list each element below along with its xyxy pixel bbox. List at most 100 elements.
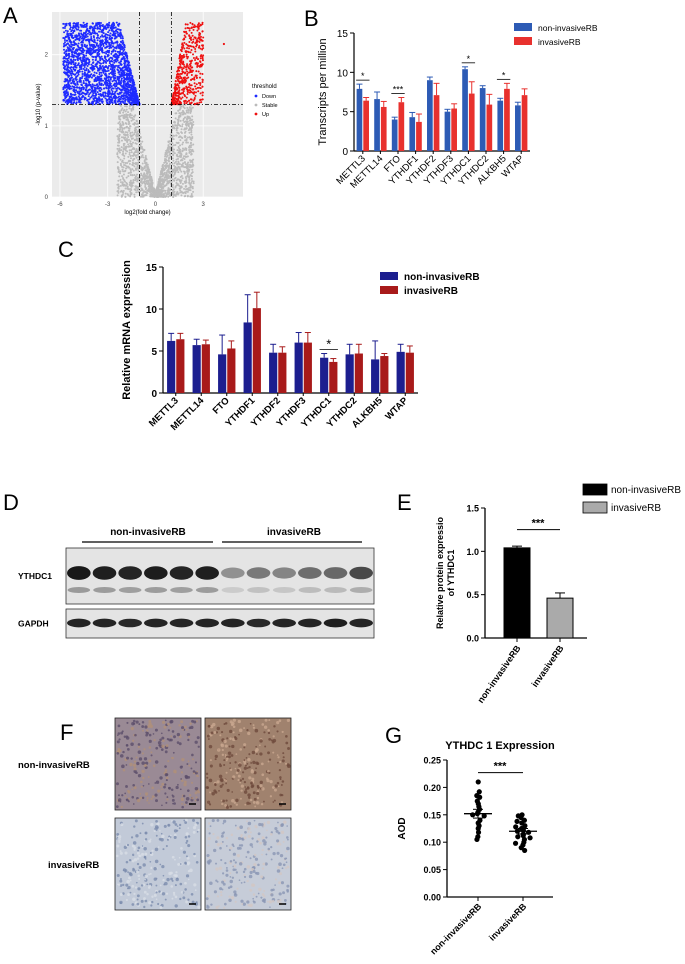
ihc-cell [267,769,270,773]
blot-row-label: GAPDH [18,619,49,629]
volcano-point-stable [142,191,145,194]
volcano-point-up [198,101,201,104]
volcano-point-down [116,68,119,71]
ihc-cell [194,761,197,764]
volcano-point-down [91,85,94,88]
volcano-point-down [96,26,99,29]
volcano-point-stable [128,104,131,107]
volcano-point-up [177,73,180,76]
volcano-point-stable [145,164,148,167]
volcano-point-up [190,31,193,34]
volcano-point-stable [143,175,146,178]
ihc-cell [143,763,147,768]
volcano-point-stable [129,171,132,174]
volcano-point-down [78,48,81,51]
volcano-point-down [84,60,87,63]
volcano-point-down [91,55,94,58]
ihc-cell [144,792,149,796]
volcano-point-down [99,66,102,69]
volcano-point-down [115,96,118,99]
volcano-point-down [66,66,69,69]
volcano-point-stable [118,133,121,136]
volcano-point-down [130,101,133,104]
volcano-point-stable [181,137,184,140]
ihc-cell [171,798,175,802]
volcano-point-stable [171,178,174,181]
volcano-point-stable [137,151,140,154]
volcano-point-down [90,32,93,35]
ihc-cell [287,746,291,750]
volcano-point-stable [142,190,145,193]
ihc-cell [140,780,143,784]
volcano-point-up [184,95,187,98]
volcano-point-down [74,97,77,100]
volcano-point-stable [188,149,191,152]
volcano-point-up [189,51,192,54]
ihc-cell [176,783,179,786]
volcano-point-up [191,66,194,69]
volcano-point-stable [172,175,175,178]
ihc-cell [268,719,271,722]
volcano-point-stable [135,148,138,151]
ihc-cell [223,759,226,762]
legend-label: non-invasiveRB [404,272,480,283]
volcano-point-up [190,45,193,48]
volcano-point-stable [167,181,170,184]
volcano-point-down [92,32,95,35]
volcano-point-up [199,83,202,86]
volcano-point-up [182,67,185,70]
volcano-point-stable [129,160,132,163]
volcano-point-stable [190,131,193,134]
volcano-point-stable [189,174,192,177]
ihc-cell [180,771,184,774]
volcano-point-stable [184,134,187,137]
volcano-point-down [125,84,128,87]
volcano-point-down [120,60,123,63]
ihc-cell [186,789,190,792]
volcano-point-up [178,96,181,99]
volcano-point-down [108,64,111,67]
volcano-point-stable [165,152,168,155]
volcano-point-stable [187,170,190,173]
volcano-point-down [109,46,112,49]
volcano-point-down [118,97,121,100]
volcano-point-down [78,100,81,103]
ihc-cell [188,764,191,767]
volcano-point-down [117,24,120,27]
volcano-point-down [99,21,102,24]
ihc-cell [125,764,128,766]
volcano-point-down [69,45,72,48]
volcano-point-down [107,90,110,93]
volcano-point-down [116,41,119,44]
volcano-point-stable [176,126,179,129]
volcano-point-down [83,43,86,46]
bar-invasive [486,104,493,151]
blot-band [298,618,322,628]
volcano-point-stable [136,167,139,170]
volcano-point-up [175,91,178,94]
volcano-point-down [98,82,101,85]
volcano-point-stable [189,111,192,114]
bar-invasive [329,361,338,393]
ihc-cell [154,782,157,784]
ihc-cell [148,722,152,726]
volcano-y-tick-label: 2 [45,53,49,59]
volcano-point-stable [128,149,131,152]
volcano-point-down [87,95,90,98]
ihc-cell [132,763,137,767]
volcano-point-down [105,58,108,61]
volcano-point-down [110,39,113,42]
volcano-point-stable [174,176,177,179]
volcano-point-up [183,34,186,37]
volcano-point-stable [118,128,121,131]
ihc-cell [152,733,155,735]
volcano-point-up [172,94,175,97]
volcano-point-up [176,73,179,76]
volcano-point-down [112,31,115,34]
volcano-legend-title: threshold [252,84,277,90]
volcano-point-up [177,79,180,82]
volcano-point-down [82,51,85,54]
panel-letter-b: B [304,6,319,31]
volcano-point-up [187,76,190,79]
volcano-point-stable [116,190,119,193]
